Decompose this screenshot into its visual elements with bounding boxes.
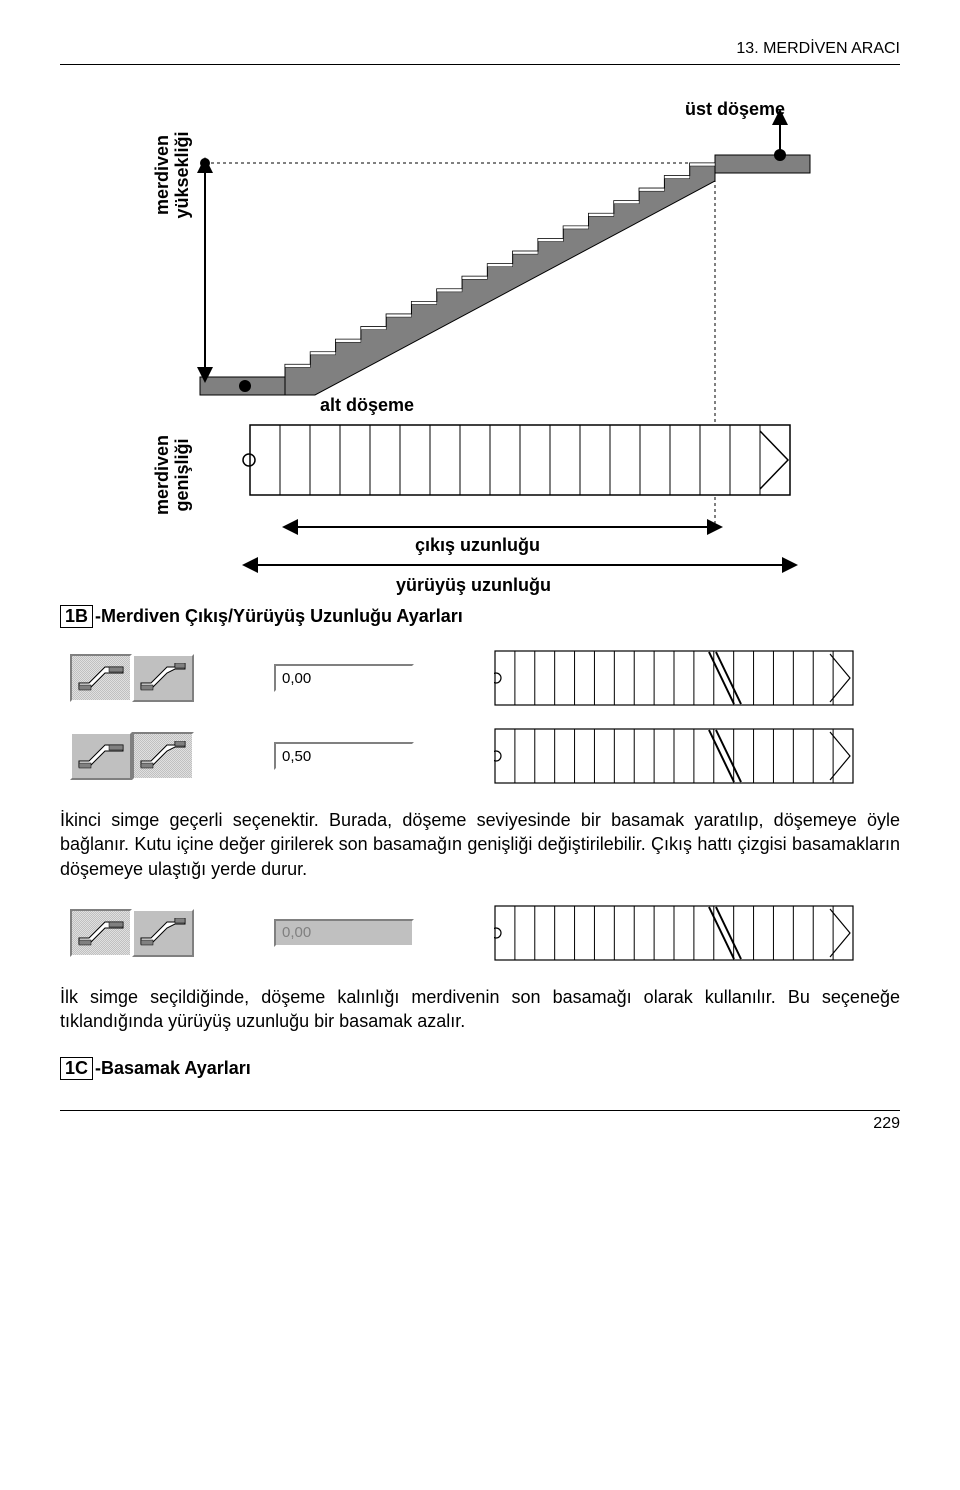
section-1c-title: 1C-Basamak Ayarları [60, 1057, 900, 1080]
stair-icon [139, 663, 187, 693]
stair-diagram-figure: üst döşeme merdiven yüksekliği [60, 95, 900, 555]
stair-icon-button-b2[interactable] [132, 732, 194, 780]
stair-icon [139, 918, 187, 948]
label-cikis-uzunlugu: çıkış uzunluğu [415, 535, 540, 556]
page-number: 229 [60, 1115, 900, 1133]
header-divider [60, 64, 900, 65]
value-input-2[interactable]: 0,50 [274, 742, 414, 770]
stair-icon [77, 741, 125, 771]
paragraph-2: İlk simge seçildiğinde, döşeme kalınlığı… [60, 985, 900, 1034]
plan-mini-2 [494, 728, 854, 784]
stair-icon [139, 741, 187, 771]
stair-icon [77, 918, 125, 948]
section-1b-number: 1B [60, 605, 93, 628]
plan-mini-3 [494, 905, 854, 961]
stair-icon-button-c1[interactable] [70, 909, 132, 957]
ui-row-2: 0,50 [70, 728, 900, 784]
value-input-3: 0,00 [274, 919, 414, 947]
stair-icon-button-a1[interactable] [70, 654, 132, 702]
paragraph-1: İkinci simge geçerli seçenektir. Burada,… [60, 808, 900, 881]
section-1c-number: 1C [60, 1057, 93, 1080]
stair-icon-button-b1[interactable] [70, 732, 132, 780]
ui-row-3: 0,00 [70, 905, 900, 961]
footer-divider [60, 1110, 900, 1111]
chapter-header: 13. MERDİVEN ARACI [60, 40, 900, 58]
stair-icon [77, 663, 125, 693]
stair-icon-button-a2[interactable] [132, 654, 194, 702]
ui-row-1: 0,00 [70, 650, 900, 706]
stair-icon-button-c2[interactable] [132, 909, 194, 957]
value-input-1[interactable]: 0,00 [274, 664, 414, 692]
plan-mini-1 [494, 650, 854, 706]
label-merdiven-genisligi: merdiven genişliği [152, 415, 192, 535]
label-yuruyus-uzunlugu: yürüyüş uzunluğu [396, 575, 551, 596]
label-alt-doseme: alt döşeme [320, 395, 414, 416]
